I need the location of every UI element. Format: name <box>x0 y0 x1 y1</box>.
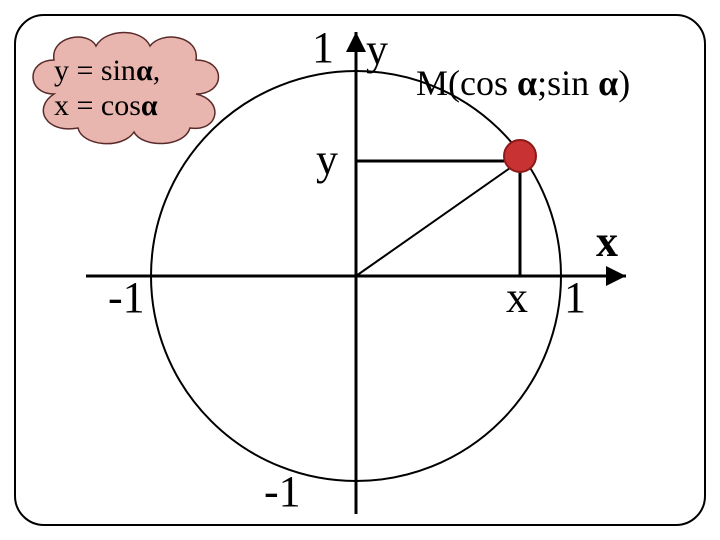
y-axis-arrow <box>346 32 366 52</box>
radius-line <box>356 161 520 276</box>
cloud-line1-c: , <box>153 54 161 87</box>
slide-frame: y = sinα, x = cosα 1 y x 1 -1 -1 y x M(c… <box>14 14 706 526</box>
label-point-m: M(cos α;sin α) <box>416 62 630 104</box>
m-alpha-2: α <box>598 63 618 103</box>
label-y-var: y <box>366 24 388 75</box>
point-m <box>504 140 536 172</box>
cloud-alpha-2: α <box>141 89 158 122</box>
cloud-alpha-1: α <box>136 54 153 87</box>
label-proj-y: y <box>316 134 338 185</box>
x-axis-arrow <box>606 266 626 286</box>
m-suffix: ) <box>618 63 630 103</box>
m-alpha-1: α <box>517 63 537 103</box>
label-x-var: x <box>596 216 618 267</box>
label-proj-x: x <box>506 272 528 323</box>
cloud-text: y = sinα, x = cosα <box>54 54 242 123</box>
m-prefix: M(cos <box>416 63 517 103</box>
label-one-top: 1 <box>312 22 334 73</box>
label-neg-one-y: -1 <box>264 466 301 517</box>
cloud-line1-a: y = sin <box>54 54 136 87</box>
m-mid: ;sin <box>537 63 598 103</box>
definition-cloud: y = sinα, x = cosα <box>24 24 234 144</box>
label-one-right: 1 <box>564 272 586 323</box>
label-neg-one-x: -1 <box>108 272 145 323</box>
cloud-line2-a: x = cos <box>54 89 141 122</box>
